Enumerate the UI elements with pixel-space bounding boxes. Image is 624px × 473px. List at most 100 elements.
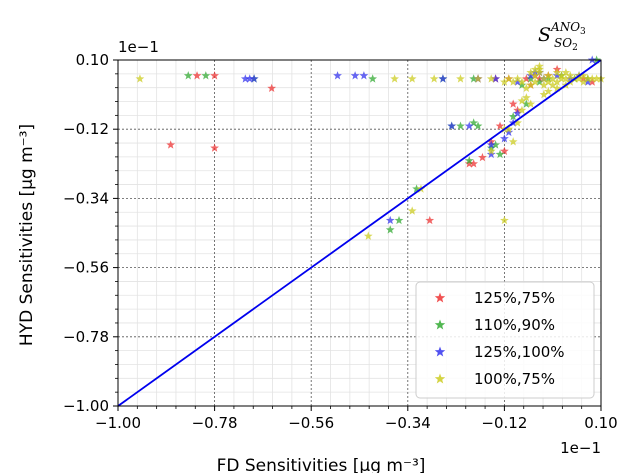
data-point-series-3 (359, 71, 369, 80)
y-axis-title: HYD Sensitivities [μg m⁻³] (17, 124, 37, 346)
data-point-series-3 (385, 215, 395, 225)
data-point-series-1 (210, 71, 219, 80)
y-tick-label: −0.56 (63, 259, 109, 277)
y-tick-label: −0.78 (63, 328, 109, 346)
data-point-series-4 (557, 71, 566, 80)
data-point-series-3 (500, 134, 509, 143)
x-tick-label: 0.10 (584, 414, 617, 432)
data-point-series-4 (535, 61, 544, 71)
legend-label-series-4: 100%,75% (474, 370, 555, 388)
data-point-series-4 (407, 206, 417, 215)
data-point-series-4 (517, 77, 527, 86)
data-point-series-4 (543, 77, 553, 86)
data-point-series-1 (495, 121, 505, 130)
data-point-series-3 (583, 77, 593, 86)
data-point-series-4 (539, 74, 549, 83)
data-point-series-2 (469, 118, 479, 127)
data-point-series-1 (521, 74, 531, 83)
data-point-series-3 (504, 127, 514, 137)
data-point-series-2 (368, 74, 378, 83)
x-tick-label: −1.00 (95, 414, 141, 432)
y-tick-labels: −1.00 −0.78 −0.56 −0.34 −0.12 0.10 (63, 51, 109, 415)
data-point-series-4 (543, 86, 553, 96)
legend-box (415, 281, 595, 399)
data-point-series-2 (412, 184, 421, 193)
data-point-series-4 (552, 77, 562, 86)
data-point-series-3 (526, 71, 536, 80)
data-point-series-4 (513, 118, 522, 127)
data-point-series-2 (464, 156, 474, 165)
data-point-series-3 (486, 149, 496, 159)
x-axis-multiplier: 1e−1 (560, 439, 601, 457)
data-point-series-4 (587, 74, 597, 83)
data-point-series-4 (456, 74, 465, 83)
data-point-series-4 (543, 71, 553, 80)
data-point-series-2 (469, 74, 479, 83)
data-point-series-4 (579, 77, 588, 86)
data-point-series-3 (552, 71, 562, 80)
data-point-series-4 (500, 215, 509, 225)
data-point-series-2 (456, 121, 465, 130)
y-axis-multiplier: 1e−1 (118, 38, 159, 56)
data-point-series-4 (526, 67, 536, 77)
data-point-series-4 (552, 67, 562, 77)
data-point-series-2 (183, 71, 193, 80)
legend-items: 125%,75% 110%,90% 125%,100% 100%,75% (434, 289, 565, 388)
legend-marker-series-4 (434, 373, 446, 384)
data-point-series-4 (508, 137, 518, 146)
data-point-series-1 (464, 159, 474, 168)
reference-line-y-equals-x (117, 59, 602, 407)
data-point-series-4 (579, 71, 588, 80)
x-tick-label: −0.34 (385, 414, 431, 432)
data-point-series-1 (587, 77, 597, 86)
data-point-series-3 (513, 108, 522, 118)
data-point-series-4 (535, 67, 544, 77)
y-tick-label: 0.10 (76, 51, 109, 69)
data-point-series-2 (201, 71, 211, 80)
data-point-series-4 (504, 74, 514, 83)
data-point-series-4 (574, 74, 584, 83)
y-tick-label: −0.34 (63, 189, 109, 207)
data-point-series-4 (521, 83, 531, 93)
data-point-series-1 (469, 159, 479, 168)
data-point-series-4 (535, 64, 544, 74)
data-point-series-4 (548, 74, 558, 83)
data-point-series-4 (530, 77, 540, 86)
data-point-series-2 (535, 77, 544, 86)
data-point-series-4 (561, 74, 571, 83)
legend-label-series-1: 125%,75% (474, 289, 555, 307)
data-point-series-2 (526, 74, 536, 83)
data-point-series-1 (500, 146, 509, 155)
data-point-series-4 (508, 77, 518, 86)
data-point-series-4 (521, 93, 531, 102)
data-point-series-4 (539, 90, 549, 99)
data-point-series-1 (508, 99, 518, 108)
data-point-series-3 (245, 74, 255, 83)
data-point-series-4 (390, 74, 399, 83)
data-point-series-4 (557, 74, 566, 83)
data-point-series-3 (486, 140, 496, 149)
data-point-series-1 (192, 71, 202, 80)
data-point-series-4 (552, 83, 562, 93)
data-point-series-3 (464, 121, 474, 130)
data-point-series-2 (394, 215, 404, 225)
data-point-series-4 (513, 74, 522, 83)
data-point-series-2 (495, 149, 505, 159)
legend-label-series-2: 110%,90% (474, 316, 555, 334)
data-point-series-3 (513, 77, 522, 86)
data-point-series-3 (333, 71, 342, 80)
data-point-series-3 (438, 74, 448, 83)
data-point-series-4 (500, 77, 509, 86)
data-point-series-4 (486, 146, 496, 155)
data-point-series-1 (425, 215, 435, 225)
data-point-series-4 (135, 74, 145, 83)
data-point-series-4 (548, 80, 558, 89)
data-point-series-2 (473, 121, 483, 130)
data-point-series-4 (530, 71, 540, 80)
data-point-series-4 (530, 64, 540, 74)
y-tick-label: −1.00 (63, 397, 109, 415)
legend-marker-series-2 (434, 319, 446, 330)
chart-annotation: SANO3 SO2 (538, 20, 586, 53)
y-tick-label: −0.12 (63, 120, 109, 138)
